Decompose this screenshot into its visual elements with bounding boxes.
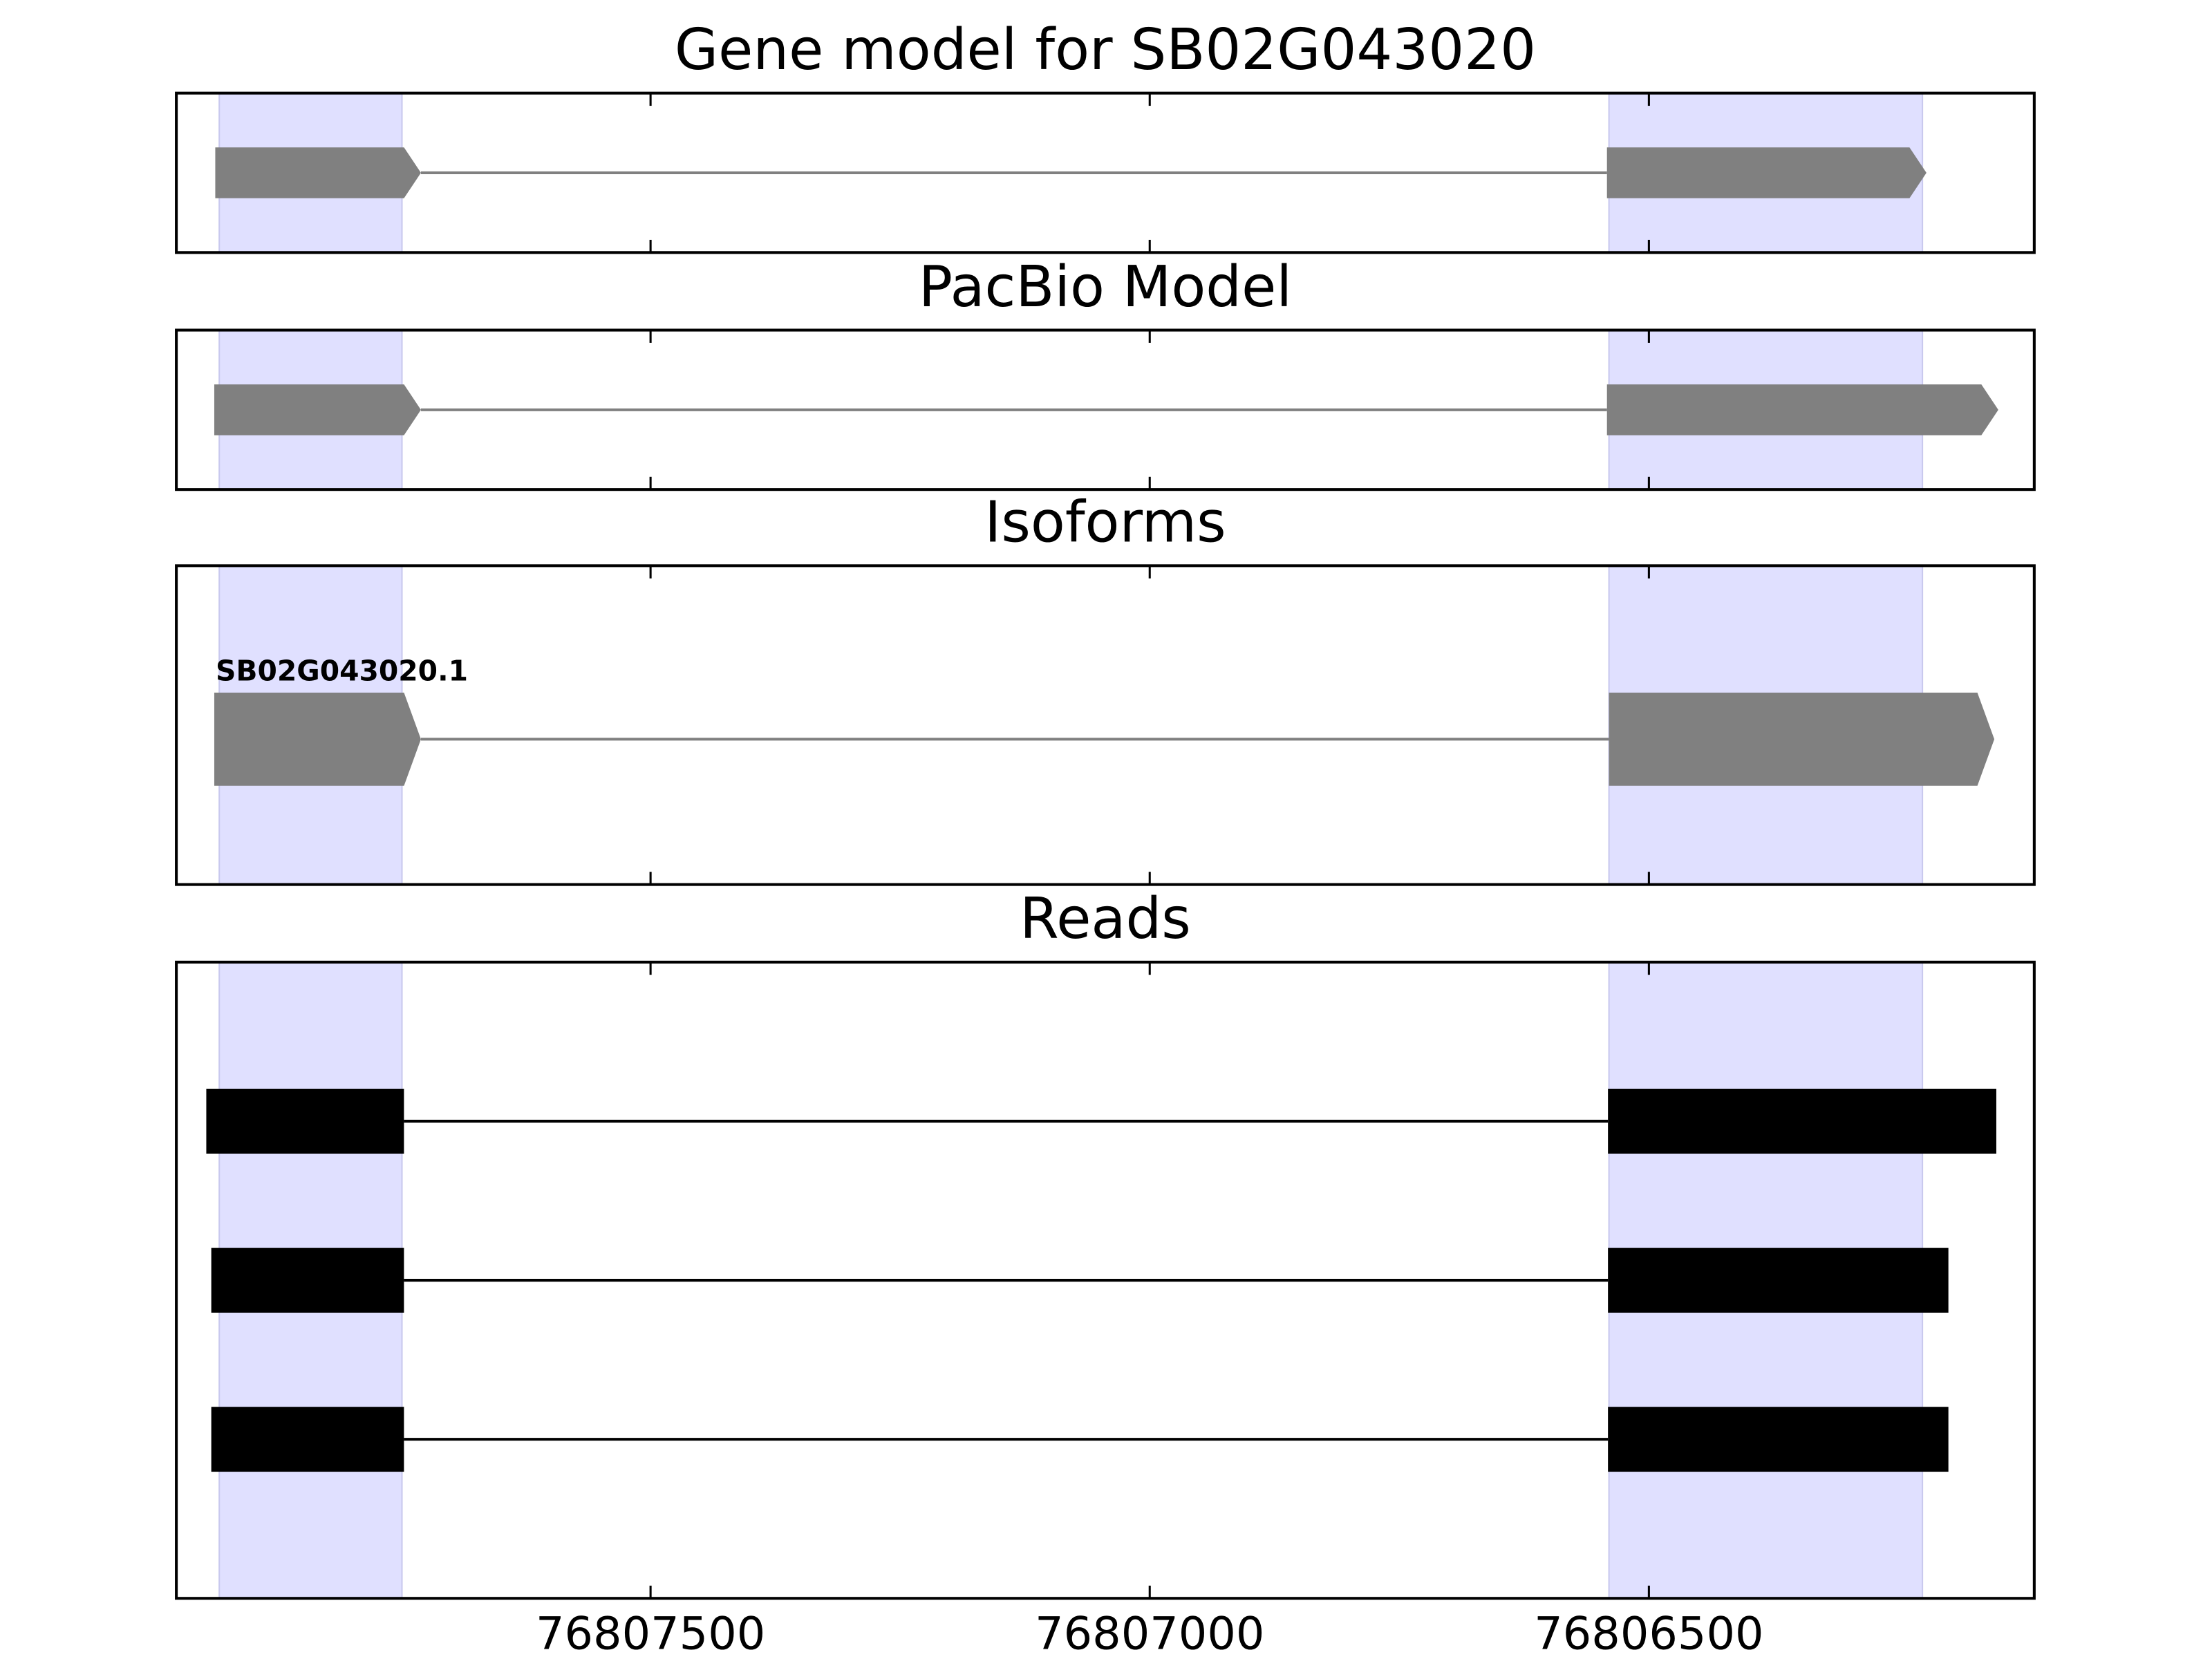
exon bbox=[214, 384, 421, 435]
exon bbox=[211, 1248, 404, 1313]
x-tick-label: 76806500 bbox=[1534, 1607, 1763, 1659]
exon bbox=[1606, 384, 1998, 435]
isoform-label: SB02G043020.1 bbox=[216, 654, 468, 687]
x-tick-label: 76807500 bbox=[536, 1607, 765, 1659]
panel-title: PacBio Model bbox=[919, 254, 1292, 320]
exon bbox=[1608, 1089, 1996, 1154]
exon bbox=[215, 147, 421, 198]
exon bbox=[211, 1407, 404, 1472]
exon bbox=[1606, 147, 1927, 198]
panel-frame bbox=[175, 564, 2036, 886]
panel-frame bbox=[175, 91, 2036, 254]
x-tick-label: 76807000 bbox=[1035, 1607, 1264, 1659]
exon bbox=[1608, 1248, 1949, 1313]
exon bbox=[1608, 1407, 1949, 1472]
panel-title: Reads bbox=[1020, 886, 1191, 952]
panel-frame bbox=[175, 328, 2036, 491]
panel-title: Isoforms bbox=[984, 490, 1226, 556]
exon bbox=[206, 1089, 404, 1154]
exon bbox=[1609, 693, 1995, 786]
panel-title: Gene model for SB02G043020 bbox=[675, 17, 1536, 83]
exon bbox=[214, 693, 421, 786]
panel-frame bbox=[175, 960, 2036, 1600]
